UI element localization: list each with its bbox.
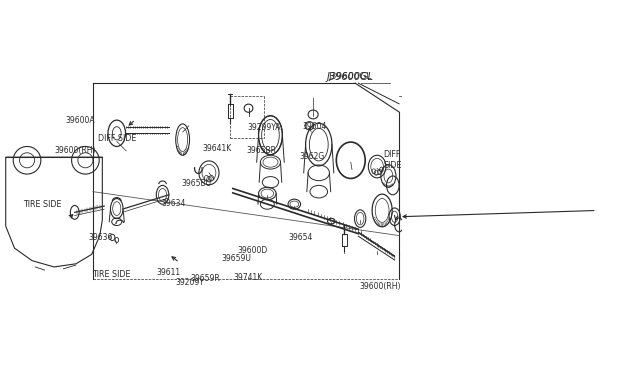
- Text: 39659R: 39659R: [191, 274, 220, 283]
- Text: DIFF
SIDE: DIFF SIDE: [383, 150, 402, 170]
- Text: DIFF SIDE: DIFF SIDE: [98, 134, 136, 143]
- Text: 39600A: 39600A: [65, 116, 95, 125]
- Text: TIRE SIDE: TIRE SIDE: [23, 200, 61, 209]
- Text: 39600D: 39600D: [237, 246, 268, 256]
- Text: 39209YA: 39209YA: [247, 123, 280, 132]
- Text: 39741K: 39741K: [234, 273, 262, 282]
- Text: 39611: 39611: [156, 268, 180, 277]
- Text: 39600(RH): 39600(RH): [359, 282, 401, 291]
- Text: 39659U: 39659U: [222, 254, 252, 263]
- Text: 39641K: 39641K: [202, 144, 231, 153]
- Text: J39600GL: J39600GL: [328, 72, 372, 81]
- Text: 39636: 39636: [88, 233, 113, 242]
- Text: 3965BR: 3965BR: [246, 146, 276, 155]
- Text: 39209Y: 39209Y: [176, 278, 205, 287]
- Text: 39634: 39634: [161, 199, 186, 208]
- Text: 39654: 39654: [289, 233, 313, 242]
- Text: J39600GL: J39600GL: [326, 72, 374, 82]
- Text: 3962G: 3962G: [300, 152, 324, 161]
- Text: 3965BU: 3965BU: [182, 179, 212, 188]
- Text: TIRE SIDE: TIRE SIDE: [92, 270, 131, 279]
- Text: 39600(RH): 39600(RH): [54, 147, 96, 155]
- Text: 39604: 39604: [303, 122, 327, 131]
